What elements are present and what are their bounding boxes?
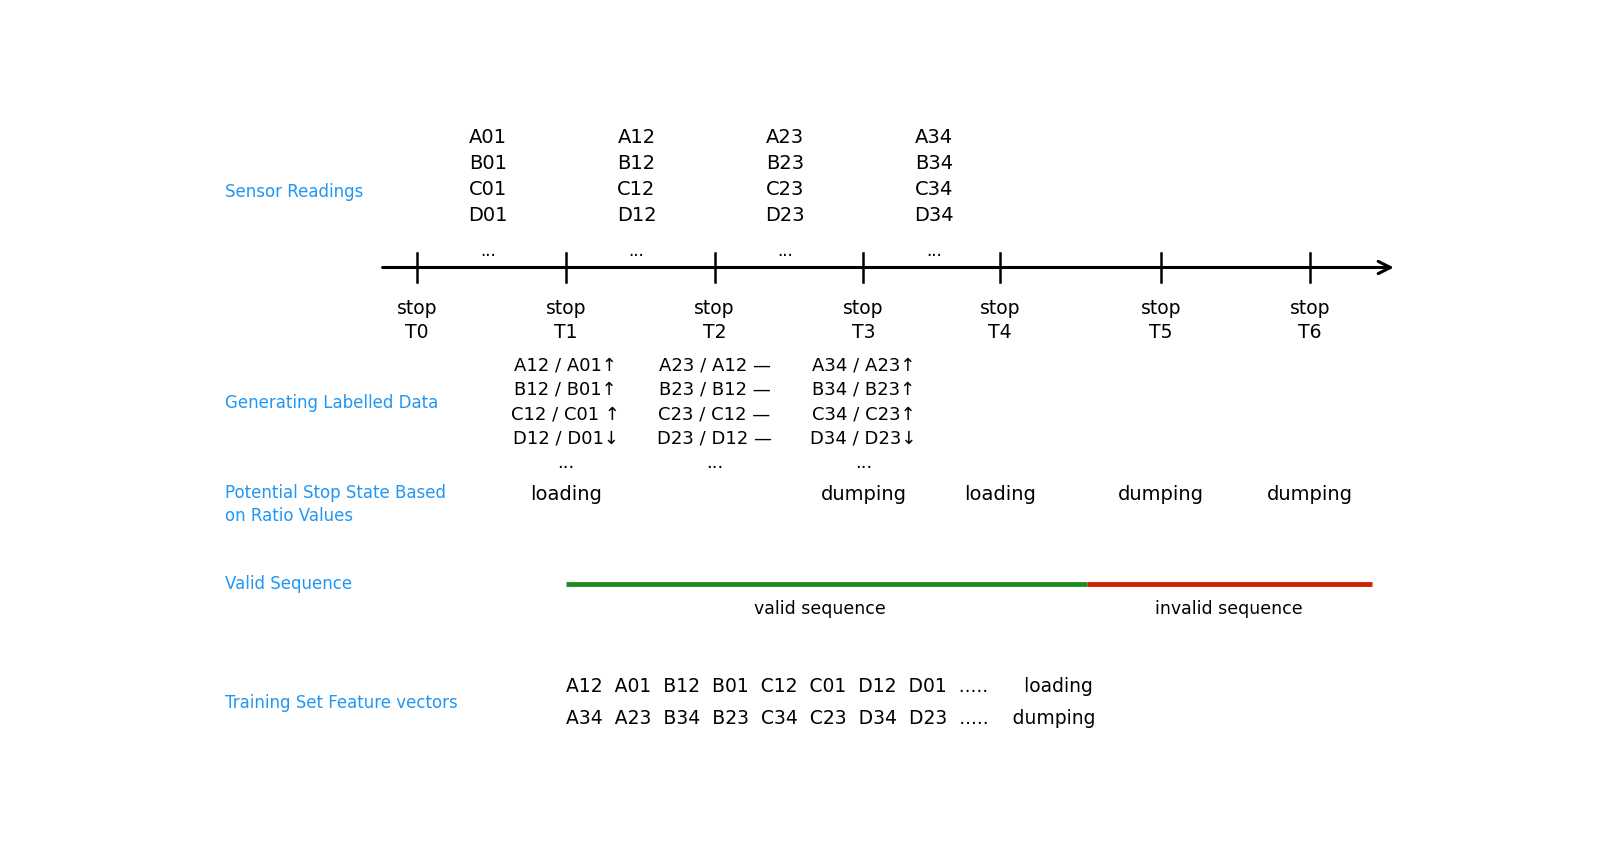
Text: A01
B01
C01
D01: A01 B01 C01 D01 (467, 128, 507, 224)
Text: invalid sequence: invalid sequence (1155, 600, 1302, 618)
Text: A34 / A23↑
B34 / B23↑
C34 / C23↑
D34 / D23↓
...: A34 / A23↑ B34 / B23↑ C34 / C23↑ D34 / D… (810, 356, 917, 472)
Text: valid sequence: valid sequence (754, 600, 886, 618)
Text: A12
B12
C12
D12: A12 B12 C12 D12 (616, 128, 656, 224)
Text: loading: loading (530, 485, 602, 504)
Text: ...: ... (778, 241, 794, 259)
Text: ...: ... (926, 241, 942, 259)
Text: A23
B23
C23
D23: A23 B23 C23 D23 (765, 128, 805, 224)
Text: ...: ... (629, 241, 645, 259)
Text: A12  A01  B12  B01  C12  C01  D12  D01  .....      loading: A12 A01 B12 B01 C12 C01 D12 D01 ..... lo… (566, 676, 1093, 696)
Text: stop
T1: stop T1 (546, 299, 586, 342)
Text: stop
T4: stop T4 (979, 299, 1021, 342)
Text: A34
B34
C34
D34: A34 B34 C34 D34 (914, 128, 954, 224)
Text: Sensor Readings: Sensor Readings (224, 182, 363, 200)
Text: dumping: dumping (821, 485, 907, 504)
Text: A34  A23  B34  B23  C34  C23  D34  D23  .....    dumping: A34 A23 B34 B23 C34 C23 D34 D23 ..... du… (566, 710, 1096, 728)
Text: stop
T6: stop T6 (1290, 299, 1330, 342)
Text: stop
T5: stop T5 (1141, 299, 1181, 342)
Text: Valid Sequence: Valid Sequence (224, 575, 352, 593)
Text: loading: loading (963, 485, 1035, 504)
Text: Potential Stop State Based
on Ratio Values: Potential Stop State Based on Ratio Valu… (224, 484, 446, 526)
Text: A12 / A01↑
B12 / B01↑
C12 / C01 ↑
D12 / D01↓
...: A12 / A01↑ B12 / B01↑ C12 / C01 ↑ D12 / … (512, 356, 621, 472)
Text: ...: ... (480, 241, 496, 259)
Text: dumping: dumping (1118, 485, 1205, 504)
Text: Generating Labelled Data: Generating Labelled Data (224, 394, 438, 412)
Text: stop
T0: stop T0 (397, 299, 437, 342)
Text: stop
T2: stop T2 (694, 299, 734, 342)
Text: dumping: dumping (1267, 485, 1354, 504)
Text: stop
T3: stop T3 (843, 299, 883, 342)
Text: Training Set Feature vectors: Training Set Feature vectors (224, 693, 458, 711)
Text: A23 / A12 —
B23 / B12 —
C23 / C12 —
D23 / D12 —
...: A23 / A12 — B23 / B12 — C23 / C12 — D23 … (658, 356, 773, 472)
